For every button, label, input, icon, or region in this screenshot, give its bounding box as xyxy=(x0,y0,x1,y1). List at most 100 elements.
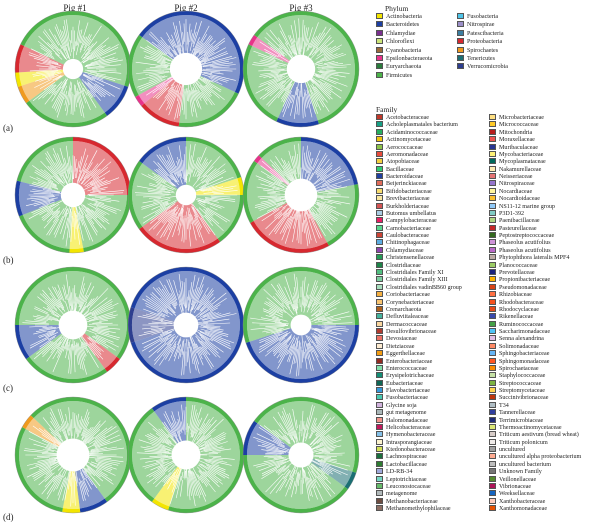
family-legend-swatch xyxy=(376,387,383,394)
family-legend-swatch xyxy=(376,283,383,290)
family-legend-item: metagenome xyxy=(376,490,417,498)
phylum-legend-swatch xyxy=(376,29,383,36)
tree-clade-sector xyxy=(62,455,80,510)
phylum-legend-item: Proteobacteria xyxy=(457,38,502,46)
family-legend-swatch xyxy=(489,483,496,489)
tree-phylum-ring xyxy=(139,11,186,38)
family-legend-item: Unknown Family xyxy=(489,468,542,476)
family-legend-item: Xanthobacteraceae xyxy=(489,497,545,506)
family-legend-item: Veillonellaceae xyxy=(489,475,536,484)
family-legend-label: uncultured xyxy=(499,447,526,454)
family-legend-swatch xyxy=(376,453,383,460)
family-legend-swatch xyxy=(376,342,383,349)
family-legend-label: Acetobacteraceae xyxy=(386,115,429,121)
tree-panel xyxy=(14,10,132,128)
tree-phylum-ring xyxy=(237,177,244,195)
tree-phylum-ring xyxy=(17,85,30,104)
family-legend-label: Streptococcaceae xyxy=(499,380,542,387)
family-legend-swatch xyxy=(489,150,496,157)
tree-phylum-ring xyxy=(250,221,329,254)
family-legend-swatch xyxy=(489,423,496,430)
family-legend-item: Brevibacteriaceae xyxy=(376,195,430,203)
phylum-legend-swatch xyxy=(457,21,464,28)
family-legend-label: Prevotellaceae xyxy=(499,269,535,276)
family-legend-label: Muribaculaceae xyxy=(499,144,538,151)
family-legend-item: Leuconostocaceae xyxy=(376,483,431,491)
tree-root-core xyxy=(171,440,201,470)
family-legend-swatch xyxy=(489,505,496,512)
phylum-legend-label: Epsilonbacteraeota xyxy=(386,56,433,62)
family-legend-swatch xyxy=(489,232,496,239)
phylum-legend-swatch xyxy=(457,38,464,45)
family-legend-swatch xyxy=(489,364,496,371)
family-legend-item: Burkholderiaceae xyxy=(376,202,429,211)
phylum-legend-item: Verrucomicrobia xyxy=(457,63,508,71)
family-legend-label: Actinomycetaceae xyxy=(386,137,431,144)
family-legend-swatch xyxy=(376,195,383,202)
family-legend-label: Flavobacteriaceae xyxy=(386,388,430,395)
family-legend-item: Ktedonobacteraceae xyxy=(376,446,435,454)
family-legend-swatch xyxy=(489,453,496,460)
family-legend-item: Corynebacteriaceae xyxy=(376,298,434,307)
family-legend-label: Paenibacillaceae xyxy=(499,218,540,225)
family-legend-swatch xyxy=(376,209,383,216)
family-legend-label: Lachnospiraceae xyxy=(386,454,427,461)
family-legend-item: Helicobacteraceae xyxy=(376,423,431,432)
tree-phylum-ring xyxy=(248,34,258,47)
tree-phylum-ring xyxy=(243,44,279,122)
tree-panel xyxy=(242,396,360,514)
family-legend-label: Carnobacteriaceae xyxy=(386,225,431,232)
family-legend-item: Acetobacteraceae xyxy=(376,114,429,122)
tree-panel xyxy=(14,266,132,384)
family-legend-item: Peptostreptococcaceae xyxy=(489,232,554,240)
tree-clade-sector xyxy=(186,195,240,239)
family-legend-item: Solimonadaceae xyxy=(489,342,539,351)
tree-branches xyxy=(137,274,237,376)
family-legend-item: uncultured bacterium xyxy=(489,460,551,469)
tree-branches xyxy=(28,19,123,118)
family-legend-swatch xyxy=(489,490,496,497)
phylogenetic-tree-grid xyxy=(14,10,360,514)
phylum-legend-item: Chlamydiae xyxy=(376,29,415,38)
row-label-d: (d) xyxy=(3,512,14,522)
phylum-legend-swatch xyxy=(457,55,464,61)
phylum-legend-item: Fusobacteria xyxy=(457,13,498,21)
phylum-legend-item: Actinobacteria xyxy=(376,13,422,21)
family-legend-item: Planococcaceae xyxy=(489,261,538,270)
phylum-legend-label: Euryarchaeota xyxy=(386,64,422,71)
tree-phylum-ring xyxy=(15,267,73,325)
tree-clade-sector xyxy=(24,15,73,69)
family-legend-swatch xyxy=(489,165,496,172)
family-legend-item: Triticum aestivum (bread wheat) xyxy=(489,431,579,439)
phylum-legend-label: Firmicutes xyxy=(386,72,413,79)
family-legend-item: Mitochondria xyxy=(489,128,532,137)
family-legend-item: Rhizobiaceae xyxy=(489,291,532,299)
tree-outline xyxy=(242,266,360,384)
family-legend-item: Rikenellaceae xyxy=(489,313,533,321)
family-legend-item: NS11-12 marine group xyxy=(489,202,555,211)
family-legend-item: Xanthomonadaceae xyxy=(489,505,547,513)
tree-clade-sector xyxy=(73,271,128,357)
family-legend-swatch xyxy=(376,423,383,430)
family-legend-label: Clostridiales Family XI xyxy=(386,269,444,276)
family-legend-swatch xyxy=(376,446,383,453)
family-legend-swatch xyxy=(489,409,496,416)
tree-root-core xyxy=(56,438,90,472)
tree-branches xyxy=(25,145,125,247)
row-label-a: (a) xyxy=(3,123,13,133)
family-legend-item: gut metagenome xyxy=(376,409,426,417)
family-legend-label: Enterobacteriaceae xyxy=(386,358,433,365)
tree-panel xyxy=(242,266,360,384)
family-legend-label: Moraxellaceae xyxy=(499,137,535,144)
phylum-legend-swatch xyxy=(376,55,383,61)
family-legend-label: Beijerinckiaceae xyxy=(386,181,427,188)
family-legend-item: T34 xyxy=(489,401,509,410)
family-legend-swatch xyxy=(376,320,383,327)
family-legend-swatch xyxy=(376,224,383,231)
family-legend-item: Rhodobacteraceae xyxy=(489,298,544,307)
family-legend-swatch xyxy=(489,143,496,150)
phylum-legend-item: Firmicutes xyxy=(376,71,413,80)
family-legend-label: Mycobacteriaceae xyxy=(499,151,544,158)
tree-root-core xyxy=(284,178,318,212)
family-legend-item: Moraxellaceae xyxy=(489,136,535,144)
